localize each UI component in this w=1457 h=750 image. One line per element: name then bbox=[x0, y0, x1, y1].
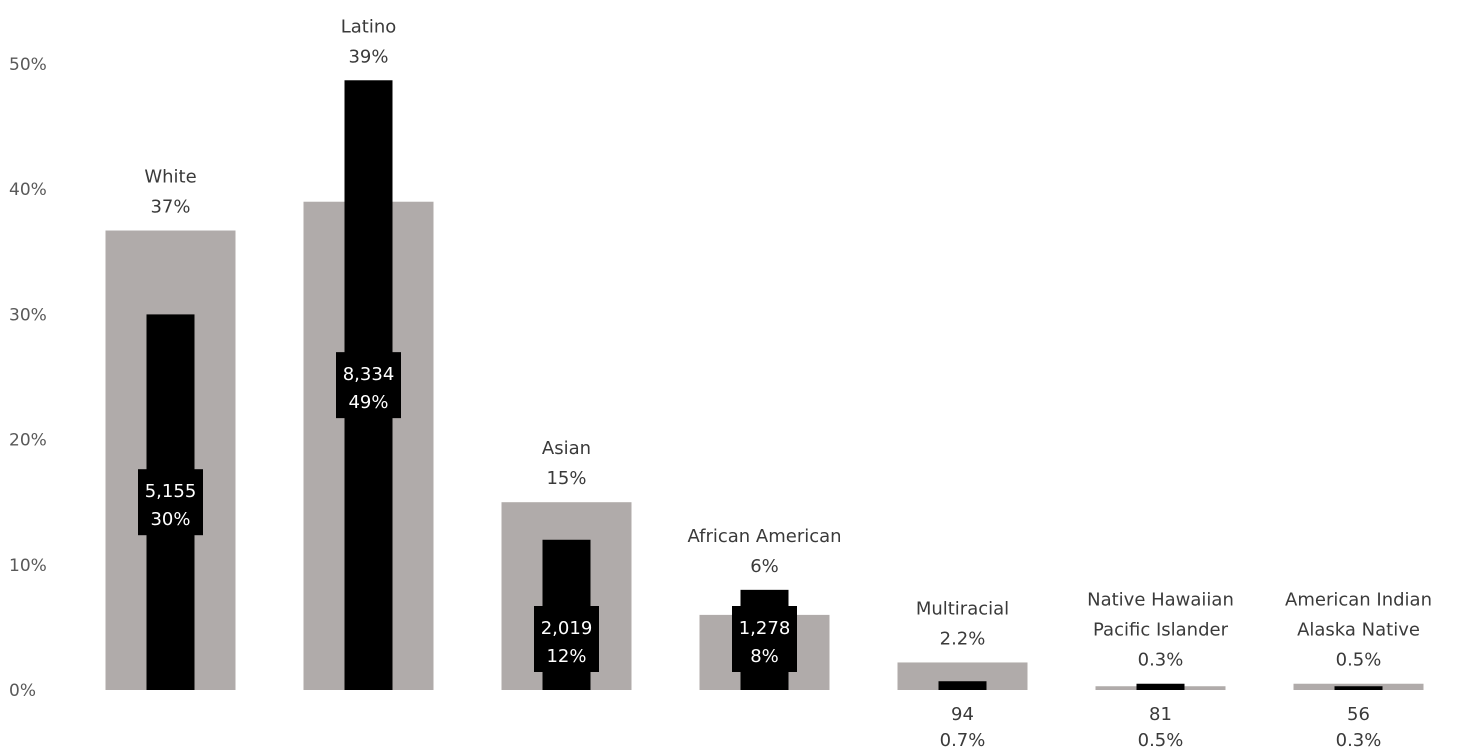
y-tick-label: 30% bbox=[9, 305, 47, 325]
y-tick-label: 40% bbox=[9, 180, 47, 200]
category-share-label: 39% bbox=[348, 46, 388, 67]
category-label: Asian bbox=[542, 438, 591, 459]
category-label: Native Hawaiian bbox=[1087, 590, 1234, 611]
percent-label: 0.5% bbox=[1138, 730, 1184, 750]
count-label: 1,278 bbox=[739, 618, 791, 639]
percent-label: 12% bbox=[546, 646, 586, 667]
category-share-label: 6% bbox=[750, 556, 779, 577]
category-label: African American bbox=[687, 526, 841, 547]
category-label: Multiracial bbox=[916, 598, 1009, 619]
value-label-box bbox=[138, 469, 203, 536]
count-label: 81 bbox=[1149, 704, 1172, 725]
category-share-label: 0.3% bbox=[1138, 650, 1184, 671]
value-label-box bbox=[336, 352, 401, 419]
count-label: 2,019 bbox=[541, 618, 593, 639]
count-label: 94 bbox=[951, 704, 974, 725]
y-tick-label: 20% bbox=[9, 431, 47, 451]
category-label: Latino bbox=[341, 16, 397, 37]
value-label-box bbox=[534, 606, 599, 672]
y-axis: 0% 10% 20% 30% 40% 50% bbox=[9, 55, 47, 701]
value-label-box bbox=[732, 606, 797, 672]
category-label: Alaska Native bbox=[1297, 620, 1420, 641]
category-share-label: 37% bbox=[150, 197, 190, 218]
category-share-label: 2.2% bbox=[940, 628, 986, 649]
y-tick-label: 50% bbox=[9, 55, 47, 75]
percent-label: 49% bbox=[348, 392, 388, 413]
category-label: Pacific Islander bbox=[1093, 620, 1229, 641]
y-tick-label: 10% bbox=[9, 556, 47, 576]
category-label: American Indian bbox=[1285, 590, 1432, 611]
percent-label: 8% bbox=[750, 646, 779, 667]
percent-label: 30% bbox=[150, 509, 190, 530]
category-label: White bbox=[144, 167, 196, 188]
y-tick-label: 0% bbox=[9, 681, 36, 701]
percent-label: 0.7% bbox=[940, 730, 986, 750]
count-label: 8,334 bbox=[343, 364, 395, 385]
labels: White 37% 5,155 30% Latino 39% 8,334 49% Asian 15… bbox=[138, 16, 1432, 750]
count-label: 5,155 bbox=[145, 481, 197, 502]
category-share-label: 15% bbox=[546, 468, 586, 489]
bar-inner bbox=[1136, 683, 1185, 690]
count-label: 56 bbox=[1347, 704, 1370, 725]
bar-inner bbox=[1334, 686, 1383, 690]
percent-label: 0.3% bbox=[1336, 730, 1382, 750]
bar-inner bbox=[938, 681, 987, 690]
category-share-label: 0.5% bbox=[1336, 650, 1382, 671]
